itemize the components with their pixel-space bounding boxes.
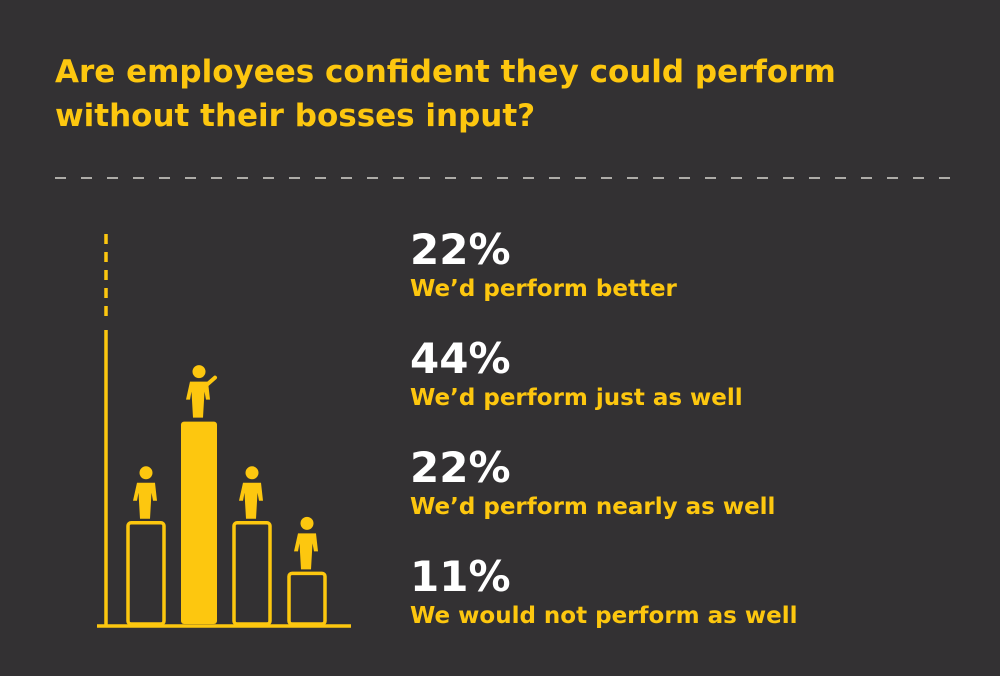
stat-item: 22% We’d perform nearly as well [410, 444, 970, 553]
bar-2 [181, 421, 217, 624]
podium-chart [97, 234, 351, 628]
person-icon [133, 466, 157, 519]
bar-3 [232, 521, 272, 626]
stat-value: 44% [410, 334, 511, 383]
stat-value: 22% [410, 443, 511, 492]
stat-label: We’d perform just as well [410, 385, 743, 411]
stat-item: 22% We’d perform better [410, 226, 970, 335]
person-icon [294, 516, 318, 570]
stat-item: 11% We would not perform as well [410, 553, 970, 662]
bar-4 [287, 571, 327, 626]
title-line: without their bosses input? [55, 98, 536, 134]
stats-list: 22% We’d perform better 44% We’d perform… [410, 226, 970, 662]
stat-item: 44% We’d perform just as well [410, 335, 970, 444]
person-icon [239, 466, 263, 519]
stat-value: 11% [410, 552, 511, 601]
stat-label: We would not perform as well [410, 603, 798, 629]
chart-title: Are employees confident they could perfo… [55, 50, 955, 138]
chart-axes [97, 234, 351, 628]
title-line: Are employees confident they could perfo… [55, 54, 836, 90]
dashed-divider [55, 177, 958, 179]
stat-label: We’d perform nearly as well [410, 494, 776, 520]
stat-value: 22% [410, 225, 511, 274]
stat-label: We’d perform better [410, 276, 677, 302]
person-icon [186, 365, 217, 418]
bar-1 [126, 521, 166, 626]
